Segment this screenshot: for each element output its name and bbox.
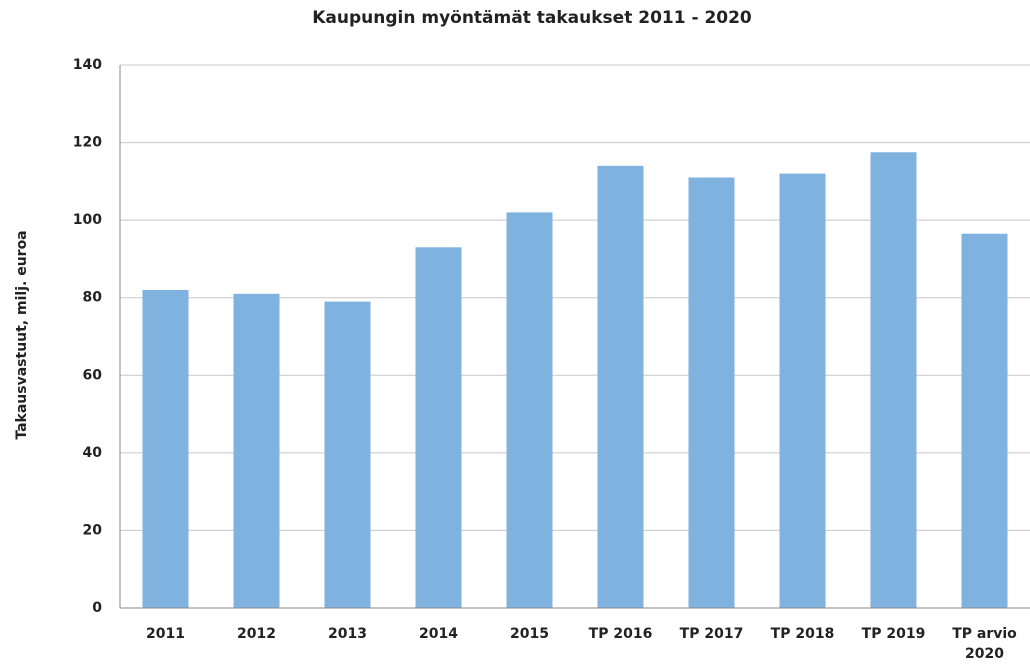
y-tick-label: 40 (83, 445, 103, 461)
x-tick-label: 2015 (510, 626, 549, 642)
y-tick-label: 140 (73, 57, 102, 73)
bar (870, 152, 917, 608)
bar (415, 247, 462, 609)
x-tick-label: 2013 (328, 626, 367, 642)
x-tick-label: TP 2016 (588, 626, 653, 642)
bar (142, 289, 189, 608)
y-tick-label: 60 (83, 367, 103, 383)
bar (597, 165, 644, 609)
bar (961, 233, 1008, 609)
bar (779, 173, 826, 608)
x-tick-label: TP 2018 (770, 626, 835, 642)
y-tick-label: 20 (83, 522, 103, 538)
x-tick-label: 2011 (146, 626, 185, 642)
x-tick-label: TP arvio 2020 (952, 626, 1017, 662)
x-tick-label: TP 2019 (861, 626, 926, 642)
bar (233, 293, 280, 608)
bar (688, 177, 735, 608)
x-tick-label: TP 2017 (679, 626, 744, 642)
chart-title: Kaupungin myöntämät takaukset 2011 - 202… (312, 8, 752, 28)
bar (506, 212, 553, 608)
x-tick-label: 2012 (237, 626, 276, 642)
y-tick-label: 120 (73, 135, 102, 151)
x-tick-label: 2014 (419, 626, 458, 642)
y-tick-label: 100 (73, 212, 102, 228)
y-axis-label: Takausvastuut, milj. euroa (14, 230, 30, 439)
y-tick-label: 80 (83, 290, 103, 306)
y-tick-label: 0 (92, 600, 102, 616)
bar (324, 301, 371, 608)
